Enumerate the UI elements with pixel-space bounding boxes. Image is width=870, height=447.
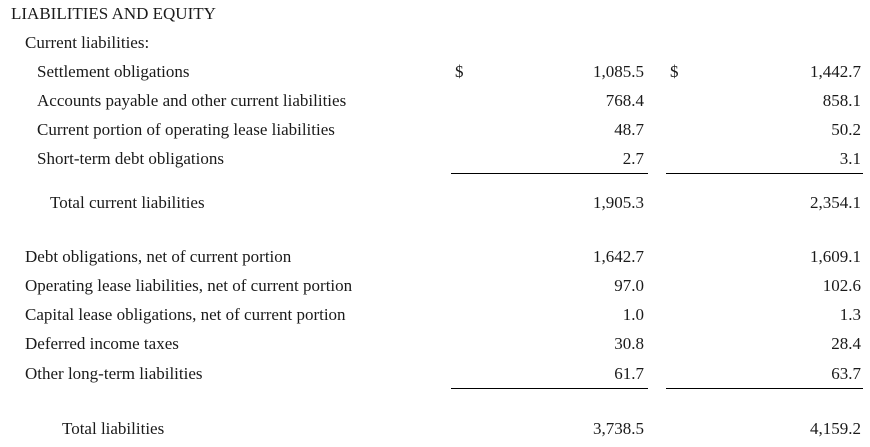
row-label: Total current liabilities <box>50 193 205 212</box>
value-col2: 102.6 <box>822 276 861 295</box>
current-liabilities-heading: Current liabilities: <box>25 33 150 52</box>
value-col2: 3.1 <box>839 149 861 168</box>
total-current-liabilities-row: Total current liabilities 1,905.3 2,354.… <box>0 190 870 216</box>
row-label: Operating lease liabilities, net of curr… <box>25 276 353 295</box>
value-col1: 768.4 <box>605 91 644 110</box>
value-col1: 30.8 <box>614 334 644 353</box>
table-row: Capital lease obligations, net of curren… <box>0 302 870 328</box>
value-col1: 48.7 <box>614 120 644 139</box>
value-col2: 50.2 <box>831 120 861 139</box>
value-col1: 1,642.7 <box>593 247 644 266</box>
total-rule <box>451 388 648 389</box>
row-label: Short-term debt obligations <box>37 149 224 168</box>
current-liabilities-heading-row: Current liabilities: <box>0 30 870 56</box>
value-col2: 63.7 <box>831 364 861 383</box>
row-label: Deferred income taxes <box>25 334 179 353</box>
total-liabilities-row: Total liabilities 3,738.5 4,159.2 <box>0 416 870 442</box>
total-rule <box>666 388 863 389</box>
row-label: Total liabilities <box>62 419 165 438</box>
table-row: Operating lease liabilities, net of curr… <box>0 273 870 299</box>
row-label: Current portion of operating lease liabi… <box>37 120 335 139</box>
value-col2: 858.1 <box>822 91 861 110</box>
value-col2: 1,442.7 <box>810 62 861 81</box>
value-col1: 1,085.5 <box>593 62 644 81</box>
subtotal-rule <box>451 173 648 174</box>
value-col1: 3,738.5 <box>593 419 644 438</box>
currency-symbol: $ <box>670 62 679 81</box>
row-label: Settlement obligations <box>37 62 190 81</box>
subtotal-rule <box>666 173 863 174</box>
row-label: Debt obligations, net of current portion <box>25 247 292 266</box>
value-col2: 4,159.2 <box>810 419 861 438</box>
table-row: Accounts payable and other current liabi… <box>0 88 870 114</box>
row-label: Other long-term liabilities <box>25 364 203 383</box>
value-col2: 28.4 <box>831 334 861 353</box>
value-col2: 1.3 <box>839 305 861 324</box>
table-row: Other long-term liabilities 61.7 63.7 <box>0 361 870 387</box>
row-label: Capital lease obligations, net of curren… <box>25 305 346 324</box>
table-row: Current portion of operating lease liabi… <box>0 117 870 143</box>
value-col2: 2,354.1 <box>810 193 861 212</box>
value-col1: 61.7 <box>614 364 644 383</box>
section-title: LIABILITIES AND EQUITY <box>11 4 216 23</box>
value-col1: 97.0 <box>614 276 644 295</box>
value-col1: 2.7 <box>622 149 644 168</box>
value-col1: 1.0 <box>622 305 644 324</box>
table-row: Deferred income taxes 30.8 28.4 <box>0 331 870 357</box>
currency-symbol: $ <box>455 62 464 81</box>
value-col2: 1,609.1 <box>810 247 861 266</box>
row-label: Accounts payable and other current liabi… <box>37 91 347 110</box>
table-row: Debt obligations, net of current portion… <box>0 244 870 270</box>
table-row: Settlement obligations $ 1,085.5 $ 1,442… <box>0 59 870 85</box>
value-col1: 1,905.3 <box>593 193 644 212</box>
section-title-row: LIABILITIES AND EQUITY <box>0 1 870 27</box>
table-row: Short-term debt obligations 2.7 3.1 <box>0 146 870 172</box>
